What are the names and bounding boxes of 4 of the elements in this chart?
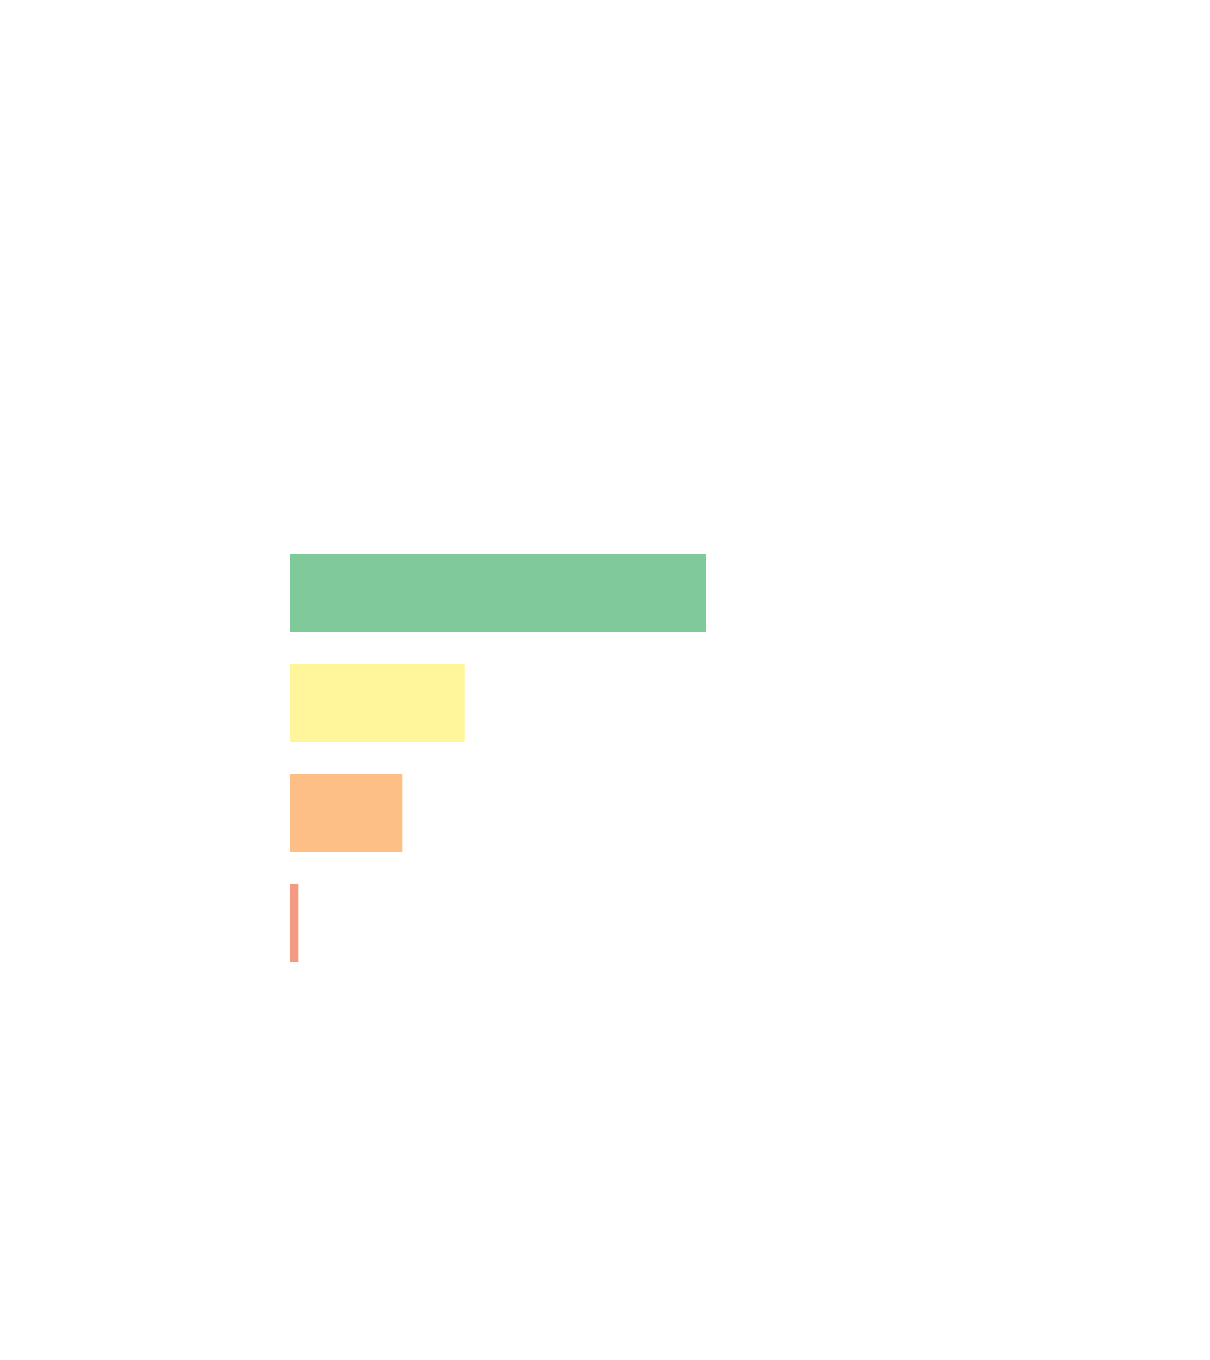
bar [290, 773, 403, 853]
bar [290, 883, 299, 963]
bar [290, 553, 706, 633]
bar [290, 663, 465, 743]
